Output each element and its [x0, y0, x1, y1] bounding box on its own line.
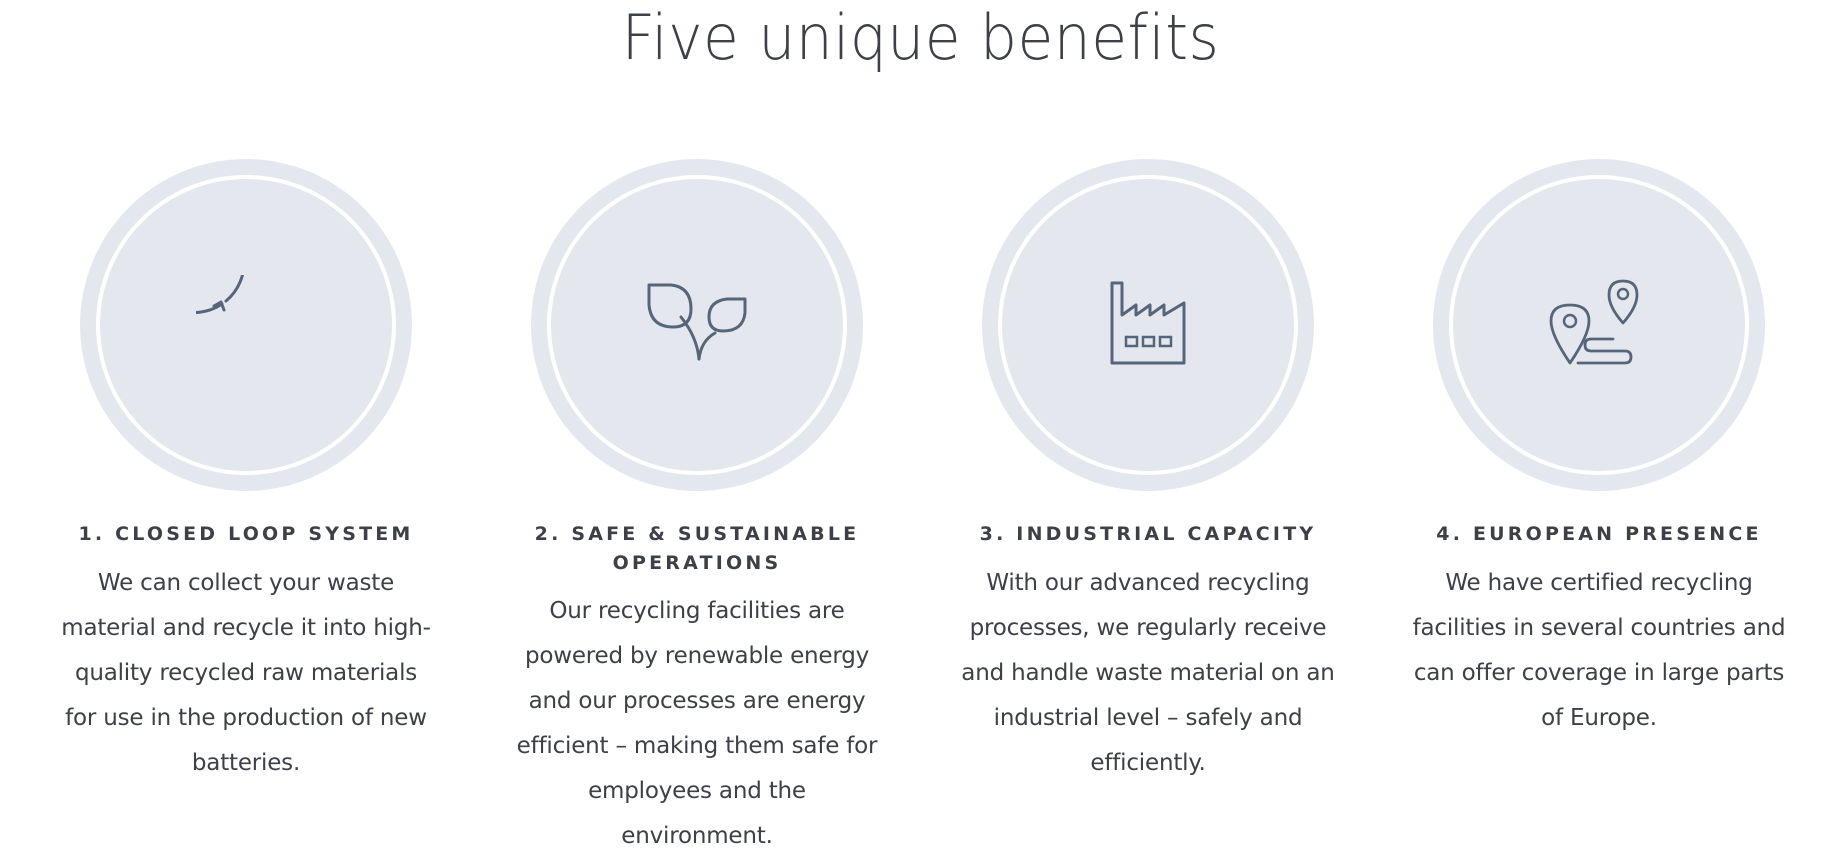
benefit-description: Our recycling facilities are powered by …: [516, 598, 878, 849]
benefit-title: 2. SAFE & SUSTAINABLE OPERATIONS: [534, 523, 860, 574]
map-pins-route-icon: [1549, 279, 1639, 365]
benefit-description: With our advanced recycling processes, w…: [961, 570, 1335, 776]
benefit-card-closed-loop: 1. CLOSED LOOP SYSTEM We can collect you…: [36, 0, 456, 821]
benefit-description: We can collect your waste material and r…: [61, 570, 431, 776]
benefit-description: We have certified recycling facilities i…: [1412, 570, 1786, 731]
leaves-sprout-icon: [647, 283, 747, 361]
benefit-title: 1. CLOSED LOOP SYSTEM: [78, 523, 414, 545]
benefit-card-european-presence: 4. EUROPEAN PRESENCE We have certified r…: [1389, 0, 1809, 821]
factory-icon: [1110, 281, 1186, 365]
benefit-title: 3. INDUSTRIAL CAPACITY: [979, 523, 1317, 545]
benefit-icon-circle: [80, 159, 412, 491]
benefit-icon-circle: [982, 159, 1314, 491]
benefit-icon-circle: [531, 159, 863, 491]
recycle-loop-icon: [196, 275, 244, 314]
benefit-card-safe-sustainable: 2. SAFE & SUSTAINABLE OPERATIONS Our rec…: [487, 0, 907, 849]
section-heading: Five unique benefits: [621, 1, 1220, 74]
benefit-card-industrial-capacity: 3. INDUSTRIAL CAPACITY With our advanced…: [938, 0, 1358, 821]
benefit-icon-circle: [1433, 159, 1765, 491]
benefit-title: 4. EUROPEAN PRESENCE: [1436, 523, 1762, 545]
